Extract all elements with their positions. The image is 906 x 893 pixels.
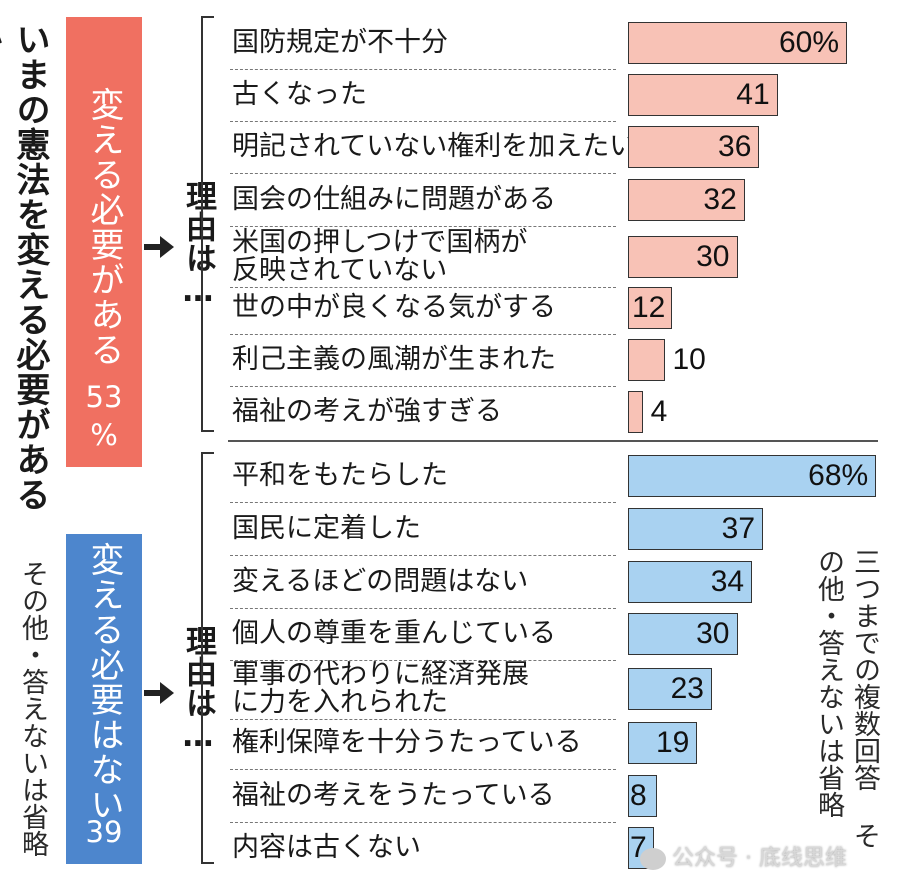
data-label: 37 bbox=[721, 512, 756, 545]
right-note: 三つまでの複数回答 その他・答えないは省略 bbox=[813, 548, 880, 849]
bracket-no bbox=[201, 452, 214, 864]
category-label: 国民に定着した bbox=[232, 513, 421, 544]
bar bbox=[628, 508, 764, 550]
category-label: 国会の仕組みに問題がある bbox=[232, 184, 556, 215]
bar bbox=[628, 287, 672, 329]
bar bbox=[628, 561, 753, 603]
row-separator bbox=[230, 719, 616, 720]
data-label: 10 bbox=[672, 343, 706, 376]
row-separator bbox=[230, 608, 616, 609]
bar bbox=[628, 613, 738, 655]
row-separator bbox=[230, 555, 616, 556]
row-separator bbox=[230, 502, 616, 503]
bar bbox=[628, 126, 760, 168]
bar bbox=[628, 722, 698, 764]
bar bbox=[628, 179, 745, 221]
category-label: 福祉の考えをうたっている bbox=[232, 780, 555, 811]
group-pct-yes: 53 bbox=[85, 380, 123, 414]
watermark-text: 公众号 · 底线思维 bbox=[672, 846, 847, 871]
category-label: 米国の押しつけで国柄が bbox=[232, 227, 528, 258]
group-divider bbox=[228, 440, 878, 442]
group-box-no: 変える必要はない 39 bbox=[66, 534, 142, 864]
category-label: 軍事の代わりに経済発展 bbox=[232, 659, 529, 690]
category-label: 福祉の考えが強すぎる bbox=[232, 396, 502, 427]
data-label: 34 bbox=[710, 565, 745, 598]
category-label: 平和をもたらした bbox=[232, 460, 448, 491]
data-label: 68% bbox=[808, 459, 869, 492]
data-label: 30 bbox=[696, 240, 730, 273]
data-label: 4 bbox=[650, 395, 668, 428]
bar bbox=[628, 236, 738, 278]
data-label: 32 bbox=[703, 183, 737, 216]
group-pct-no: 39 bbox=[85, 815, 123, 849]
arrow-right-icon bbox=[144, 682, 174, 704]
category-label: 利己主義の風潮が生まれた bbox=[232, 344, 556, 375]
category-label: 世の中が良くなる気がする bbox=[232, 292, 556, 323]
bar bbox=[628, 339, 665, 381]
watermark: 公众号 · 底线思维 bbox=[640, 842, 890, 876]
row-separator bbox=[230, 226, 616, 227]
category-label: に力を入れられた bbox=[232, 687, 448, 718]
data-label: 12 bbox=[632, 291, 666, 324]
category-label: 個人の尊重を重んじている bbox=[232, 618, 556, 649]
group-label-no: 変える必要はない bbox=[84, 542, 124, 822]
data-label: 60% bbox=[778, 26, 839, 59]
row-separator bbox=[230, 287, 616, 288]
group-pct-unit-yes: % bbox=[90, 418, 118, 452]
row-separator bbox=[230, 822, 616, 823]
bar bbox=[628, 455, 877, 497]
reason-label-no: 理由は… bbox=[180, 625, 216, 754]
category-label: 変えるほどの問題はない bbox=[232, 566, 529, 597]
row-separator bbox=[230, 769, 616, 770]
category-label: 反映されていない bbox=[232, 255, 448, 286]
row-separator bbox=[230, 69, 616, 70]
data-label: 30 bbox=[696, 617, 730, 650]
side-note: その他・答えないは省略 bbox=[17, 560, 48, 857]
data-label: 41 bbox=[736, 78, 770, 111]
bar bbox=[628, 22, 847, 64]
group-label-yes: 変える必要がある bbox=[84, 87, 124, 367]
data-label: 8 bbox=[630, 779, 647, 812]
row-separator bbox=[230, 386, 616, 387]
category-label: 内容は古くない bbox=[232, 832, 421, 863]
reason-label-yes: 理由は… bbox=[180, 180, 216, 309]
data-label: 23 bbox=[670, 672, 704, 705]
category-label: 国防規定が不十分 bbox=[232, 27, 448, 58]
row-separator bbox=[230, 334, 616, 335]
arrow-right-icon bbox=[144, 236, 174, 258]
bracket-yes bbox=[201, 16, 214, 432]
category-label: 古くなった bbox=[232, 79, 367, 110]
bar bbox=[628, 668, 712, 710]
category-label: 権利保障を十分うたっている bbox=[232, 727, 582, 758]
row-separator bbox=[230, 660, 616, 661]
chart-title: いまの憲法を変える必要があるか bbox=[0, 22, 50, 512]
data-label: 36 bbox=[718, 130, 752, 163]
data-label: 19 bbox=[655, 726, 690, 759]
category-label: 明記されていない権利を加えたい bbox=[232, 131, 637, 162]
wechat-logo-icon bbox=[640, 848, 666, 870]
group-box-yes: 変える必要がある 53 % bbox=[66, 17, 142, 467]
row-separator bbox=[230, 173, 616, 174]
row-separator bbox=[230, 121, 616, 122]
bar bbox=[628, 775, 658, 817]
bar bbox=[628, 74, 778, 116]
bar bbox=[628, 391, 643, 433]
